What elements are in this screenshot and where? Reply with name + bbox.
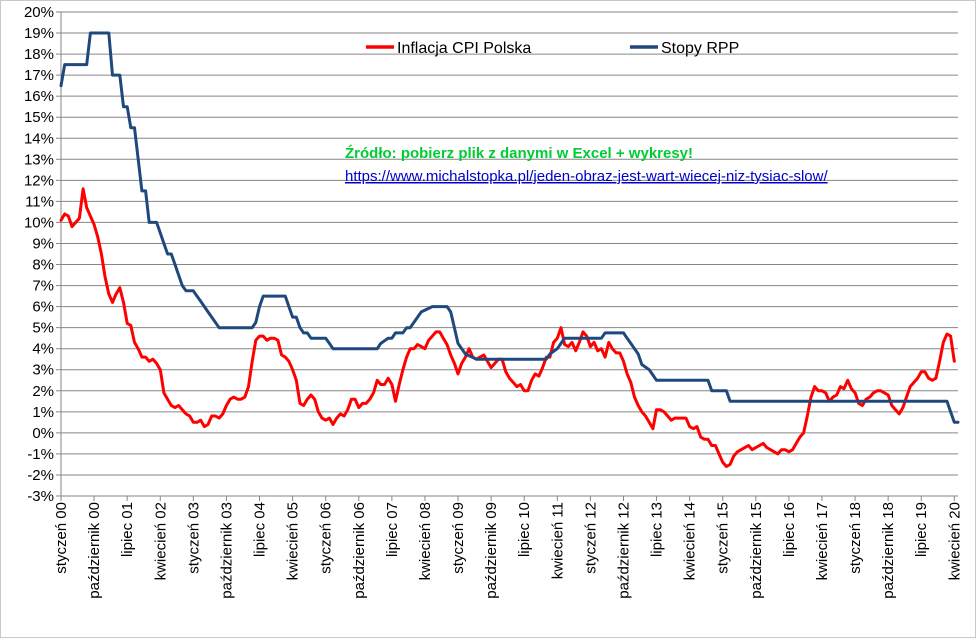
x-tick-label: kwiecień 11 — [549, 502, 566, 579]
series-line-rates — [59, 31, 960, 424]
y-tick-label: -2% — [27, 467, 54, 484]
x-tick-labels: styczeń 00 październik 00 lipiec 01 kwiecie… — [53, 502, 963, 599]
y-tick-label: 10% — [24, 214, 54, 231]
y-tick-label: 6% — [32, 299, 54, 316]
y-tick-label: 3% — [32, 362, 54, 379]
x-tick-label: październik 00 — [86, 502, 103, 599]
x-tick-label: październik 06 — [351, 502, 368, 599]
legend-label-rates: Stopy RPP — [661, 40, 739, 57]
y-tick-label: 2% — [32, 383, 54, 400]
legend-label-inflation: Inflacja CPI Polska — [397, 40, 531, 57]
y-tick-label: 1% — [32, 404, 54, 421]
y-tick-labels: 20% 19% 18% 17% 16% 15% 14% 13% 12% 11% 10% 9% 8% 7% 6… — [24, 4, 54, 505]
y-tick-label: 4% — [32, 341, 54, 358]
x-tick-label: lipiec 19 — [913, 502, 930, 557]
y-tick-label: 11% — [25, 193, 54, 210]
x-tick-label: styczeń 09 — [450, 502, 467, 574]
y-tick-label: 5% — [32, 320, 54, 337]
x-tick-label: lipiec 04 — [252, 502, 269, 557]
x-tick-label: styczeń 18 — [847, 502, 864, 574]
x-tick-label: październik 09 — [483, 502, 500, 599]
y-tick-label: 16% — [24, 88, 54, 105]
y-tick-label: 13% — [24, 151, 54, 168]
gridlines — [61, 11, 958, 497]
x-tick-label: kwiecień 08 — [417, 502, 434, 580]
y-tick-label: 8% — [32, 257, 54, 274]
series-line-inflation — [59, 187, 956, 468]
y-tick-label: 7% — [32, 278, 54, 295]
x-tick-label: kwiecień 17 — [814, 502, 831, 580]
x-tick-label: styczeń 00 — [53, 502, 70, 574]
y-tick-label: 9% — [32, 235, 54, 252]
source-link[interactable]: https://www.michalstopka.pl/jeden-obraz-… — [345, 168, 828, 185]
y-tick-label: 12% — [24, 172, 54, 189]
legend: Inflacja CPI Polska Stopy RPP — [366, 40, 739, 57]
y-tick-label: 17% — [24, 67, 54, 84]
x-tick-label: lipiec 16 — [781, 502, 798, 557]
x-tick-label: kwiecień 02 — [152, 502, 169, 580]
x-tick-label: lipiec 13 — [649, 502, 666, 557]
x-tick-label: październik 03 — [218, 502, 235, 599]
y-tick-label: 20% — [24, 4, 54, 21]
x-tick-label: styczeń 15 — [715, 502, 732, 574]
y-tick-label: 0% — [32, 425, 54, 442]
x-tick-label: październik 12 — [615, 502, 632, 599]
x-tick-label: kwiecień 14 — [682, 502, 699, 580]
y-tick-label: 18% — [24, 46, 54, 63]
series-lines — [59, 31, 960, 468]
y-tick-label: 15% — [24, 109, 54, 126]
y-tick-label: 14% — [24, 130, 54, 147]
x-tick-label: kwiecień 05 — [285, 502, 302, 580]
source-title: Źródło: pobierz plik z danymi w Excel + … — [345, 145, 693, 162]
y-tick-label: -3% — [27, 488, 54, 505]
x-tick-label: lipiec 07 — [384, 502, 401, 557]
y-tick-label: -1% — [27, 446, 54, 463]
x-tick-label: styczeń 03 — [185, 502, 202, 574]
axes — [56, 11, 958, 501]
x-tick-label: styczeń 06 — [318, 502, 335, 574]
x-tick-label: październik 18 — [880, 502, 897, 599]
x-tick-label: kwiecień 20 — [946, 502, 963, 580]
x-tick-label: styczeń 12 — [582, 502, 599, 574]
x-tick-label: lipiec 01 — [119, 502, 136, 557]
x-tick-label: lipiec 10 — [516, 502, 533, 557]
x-tick-label: październik 15 — [748, 502, 765, 599]
y-tick-label: 19% — [24, 25, 54, 42]
